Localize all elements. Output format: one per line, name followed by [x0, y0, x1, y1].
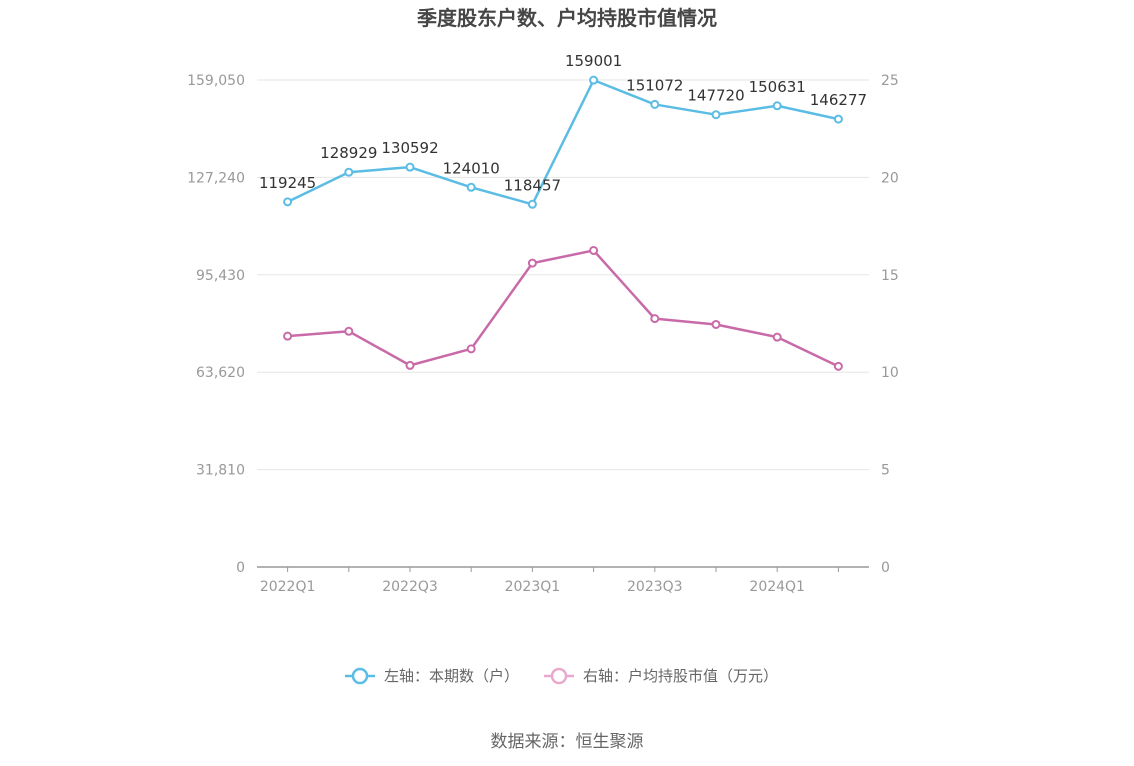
x-tick-label: 2022Q3 [382, 579, 438, 595]
data-point [711, 319, 721, 329]
legend-marker [351, 667, 369, 685]
left-tick-label: 0 [236, 560, 245, 576]
x-axis: 2022Q1 2022Q3 2023Q1 2023Q3 2024Q1 [257, 566, 869, 595]
series-line-2 [287, 249, 839, 368]
data-label: 151072 [626, 76, 683, 94]
data-point [527, 199, 537, 209]
data-point [344, 326, 354, 336]
data-point [589, 245, 599, 255]
data-label: 130592 [381, 139, 438, 157]
legend[interactable]: 左轴：本期数（户） 右轴：户均持股市值（万元） [345, 667, 778, 685]
left-tick-label: 63,620 [196, 365, 245, 381]
legend-label: 右轴：户均持股市值（万元） [583, 667, 778, 685]
data-point [283, 197, 293, 207]
data-label: 118457 [504, 176, 561, 194]
data-label: 159001 [565, 52, 622, 70]
right-tick-label: 5 [881, 463, 890, 479]
grid [257, 79, 869, 471]
data-point [527, 258, 537, 268]
data-label: 147720 [687, 87, 744, 105]
data-point [833, 361, 843, 371]
x-tick-label: 2023Q1 [505, 579, 561, 595]
left-tick-label: 31,810 [196, 463, 245, 479]
data-label: 128929 [320, 144, 377, 162]
right-tick-label: 25 [881, 73, 899, 89]
data-point [650, 314, 660, 324]
data-point [650, 99, 660, 109]
data-point [589, 75, 599, 85]
data-label: 124010 [443, 159, 500, 177]
right-tick-label: 10 [881, 365, 899, 381]
chart-title: 季度股东户数、户均持股市值情况 [416, 6, 717, 30]
right-tick-label: 20 [881, 170, 899, 186]
data-point [466, 182, 476, 192]
legend-marker [550, 667, 568, 685]
legend-item-1[interactable]: 左轴：本期数（户） [345, 667, 519, 685]
left-tick-label: 159,050 [187, 73, 245, 89]
data-point [405, 360, 415, 370]
right-tick-label: 15 [881, 268, 899, 284]
series-line-1 [287, 78, 839, 206]
data-point [283, 331, 293, 341]
left-axis: 0 31,810 63,620 95,430 127,240 159,050 [187, 73, 245, 576]
data-label: 119245 [259, 174, 316, 192]
data-point [344, 167, 354, 177]
data-label: 146277 [810, 91, 867, 109]
x-tick-label: 2022Q1 [260, 579, 316, 595]
x-tick-label: 2024Q1 [749, 579, 805, 595]
data-point [833, 114, 843, 124]
data-point [405, 162, 415, 172]
legend-label: 左轴：本期数（户） [384, 667, 519, 685]
data-label: 150631 [749, 78, 806, 96]
x-tick-label: 2023Q3 [627, 579, 683, 595]
data-point [466, 344, 476, 354]
source-note: 数据来源：恒生聚源 [491, 732, 644, 752]
left-tick-label: 95,430 [196, 268, 245, 284]
legend-item-2[interactable]: 右轴：户均持股市值（万元） [544, 667, 778, 685]
right-tick-label: 0 [881, 560, 890, 576]
left-tick-label: 127,240 [187, 170, 245, 186]
data-point [772, 332, 782, 342]
data-point [711, 110, 721, 120]
right-axis: 0 5 10 15 20 25 [881, 73, 899, 576]
data-point [772, 101, 782, 111]
